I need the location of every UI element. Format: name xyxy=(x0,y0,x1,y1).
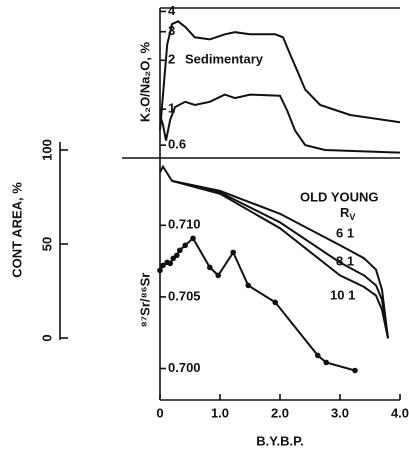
point xyxy=(230,249,236,256)
point xyxy=(167,260,173,267)
point xyxy=(157,267,163,274)
y-tick-label: 0.700 xyxy=(168,360,201,375)
x-tick-label: 3.0 xyxy=(331,405,349,420)
point xyxy=(160,262,166,269)
y-tick-label: 0.6 xyxy=(168,137,186,152)
point xyxy=(323,359,330,366)
annotation: Sedimentary xyxy=(185,51,264,66)
curve xyxy=(171,179,389,339)
rv-sub: V xyxy=(349,212,355,222)
point xyxy=(177,247,183,254)
rv-main: R xyxy=(340,205,350,220)
x-tick-label: 1.0 xyxy=(211,405,229,420)
point xyxy=(245,282,251,289)
left-tick-label: 0 xyxy=(39,334,54,341)
y-tick-label: 2 xyxy=(168,52,175,67)
y-tick-label: 0.710 xyxy=(168,217,201,232)
curve xyxy=(159,20,401,131)
point xyxy=(352,367,358,374)
x-tick-label: 2.0 xyxy=(271,405,289,420)
legend-title: OLD YOUNG xyxy=(300,189,379,204)
x-axis-label: B.Y.B.P. xyxy=(256,433,303,448)
curve xyxy=(159,236,356,372)
frame xyxy=(59,7,400,401)
left-tick-label: 50 xyxy=(39,237,54,251)
curve xyxy=(159,164,389,339)
rv-label: RV xyxy=(340,205,355,222)
x-tick-label: 0 xyxy=(156,405,163,420)
x-tick-label: 4.0 xyxy=(391,405,409,420)
left-axis-label: CONT AREA, % xyxy=(9,182,24,278)
point xyxy=(174,252,180,259)
y-tick-label: 4 xyxy=(168,3,176,18)
point xyxy=(215,272,221,279)
point xyxy=(315,352,321,359)
curve xyxy=(159,93,401,154)
point xyxy=(182,242,188,249)
y-tick-label: 0.705 xyxy=(168,288,201,303)
left-tick-label: 100 xyxy=(39,139,54,161)
series-label: 6 1 xyxy=(336,225,354,240)
curve xyxy=(171,179,389,339)
series-label: 10 1 xyxy=(330,287,355,302)
y-tick-label: 3 xyxy=(168,23,175,38)
y-axis-label: K₂O/Na₂O, % xyxy=(137,41,152,122)
point xyxy=(190,235,196,242)
series-label: 8 1 xyxy=(336,253,354,268)
y-axis-label: ⁸⁷Sr/⁸⁶Sr xyxy=(137,273,152,328)
point xyxy=(207,264,213,271)
y-tick-label: 1 xyxy=(168,101,175,116)
point xyxy=(272,299,279,306)
